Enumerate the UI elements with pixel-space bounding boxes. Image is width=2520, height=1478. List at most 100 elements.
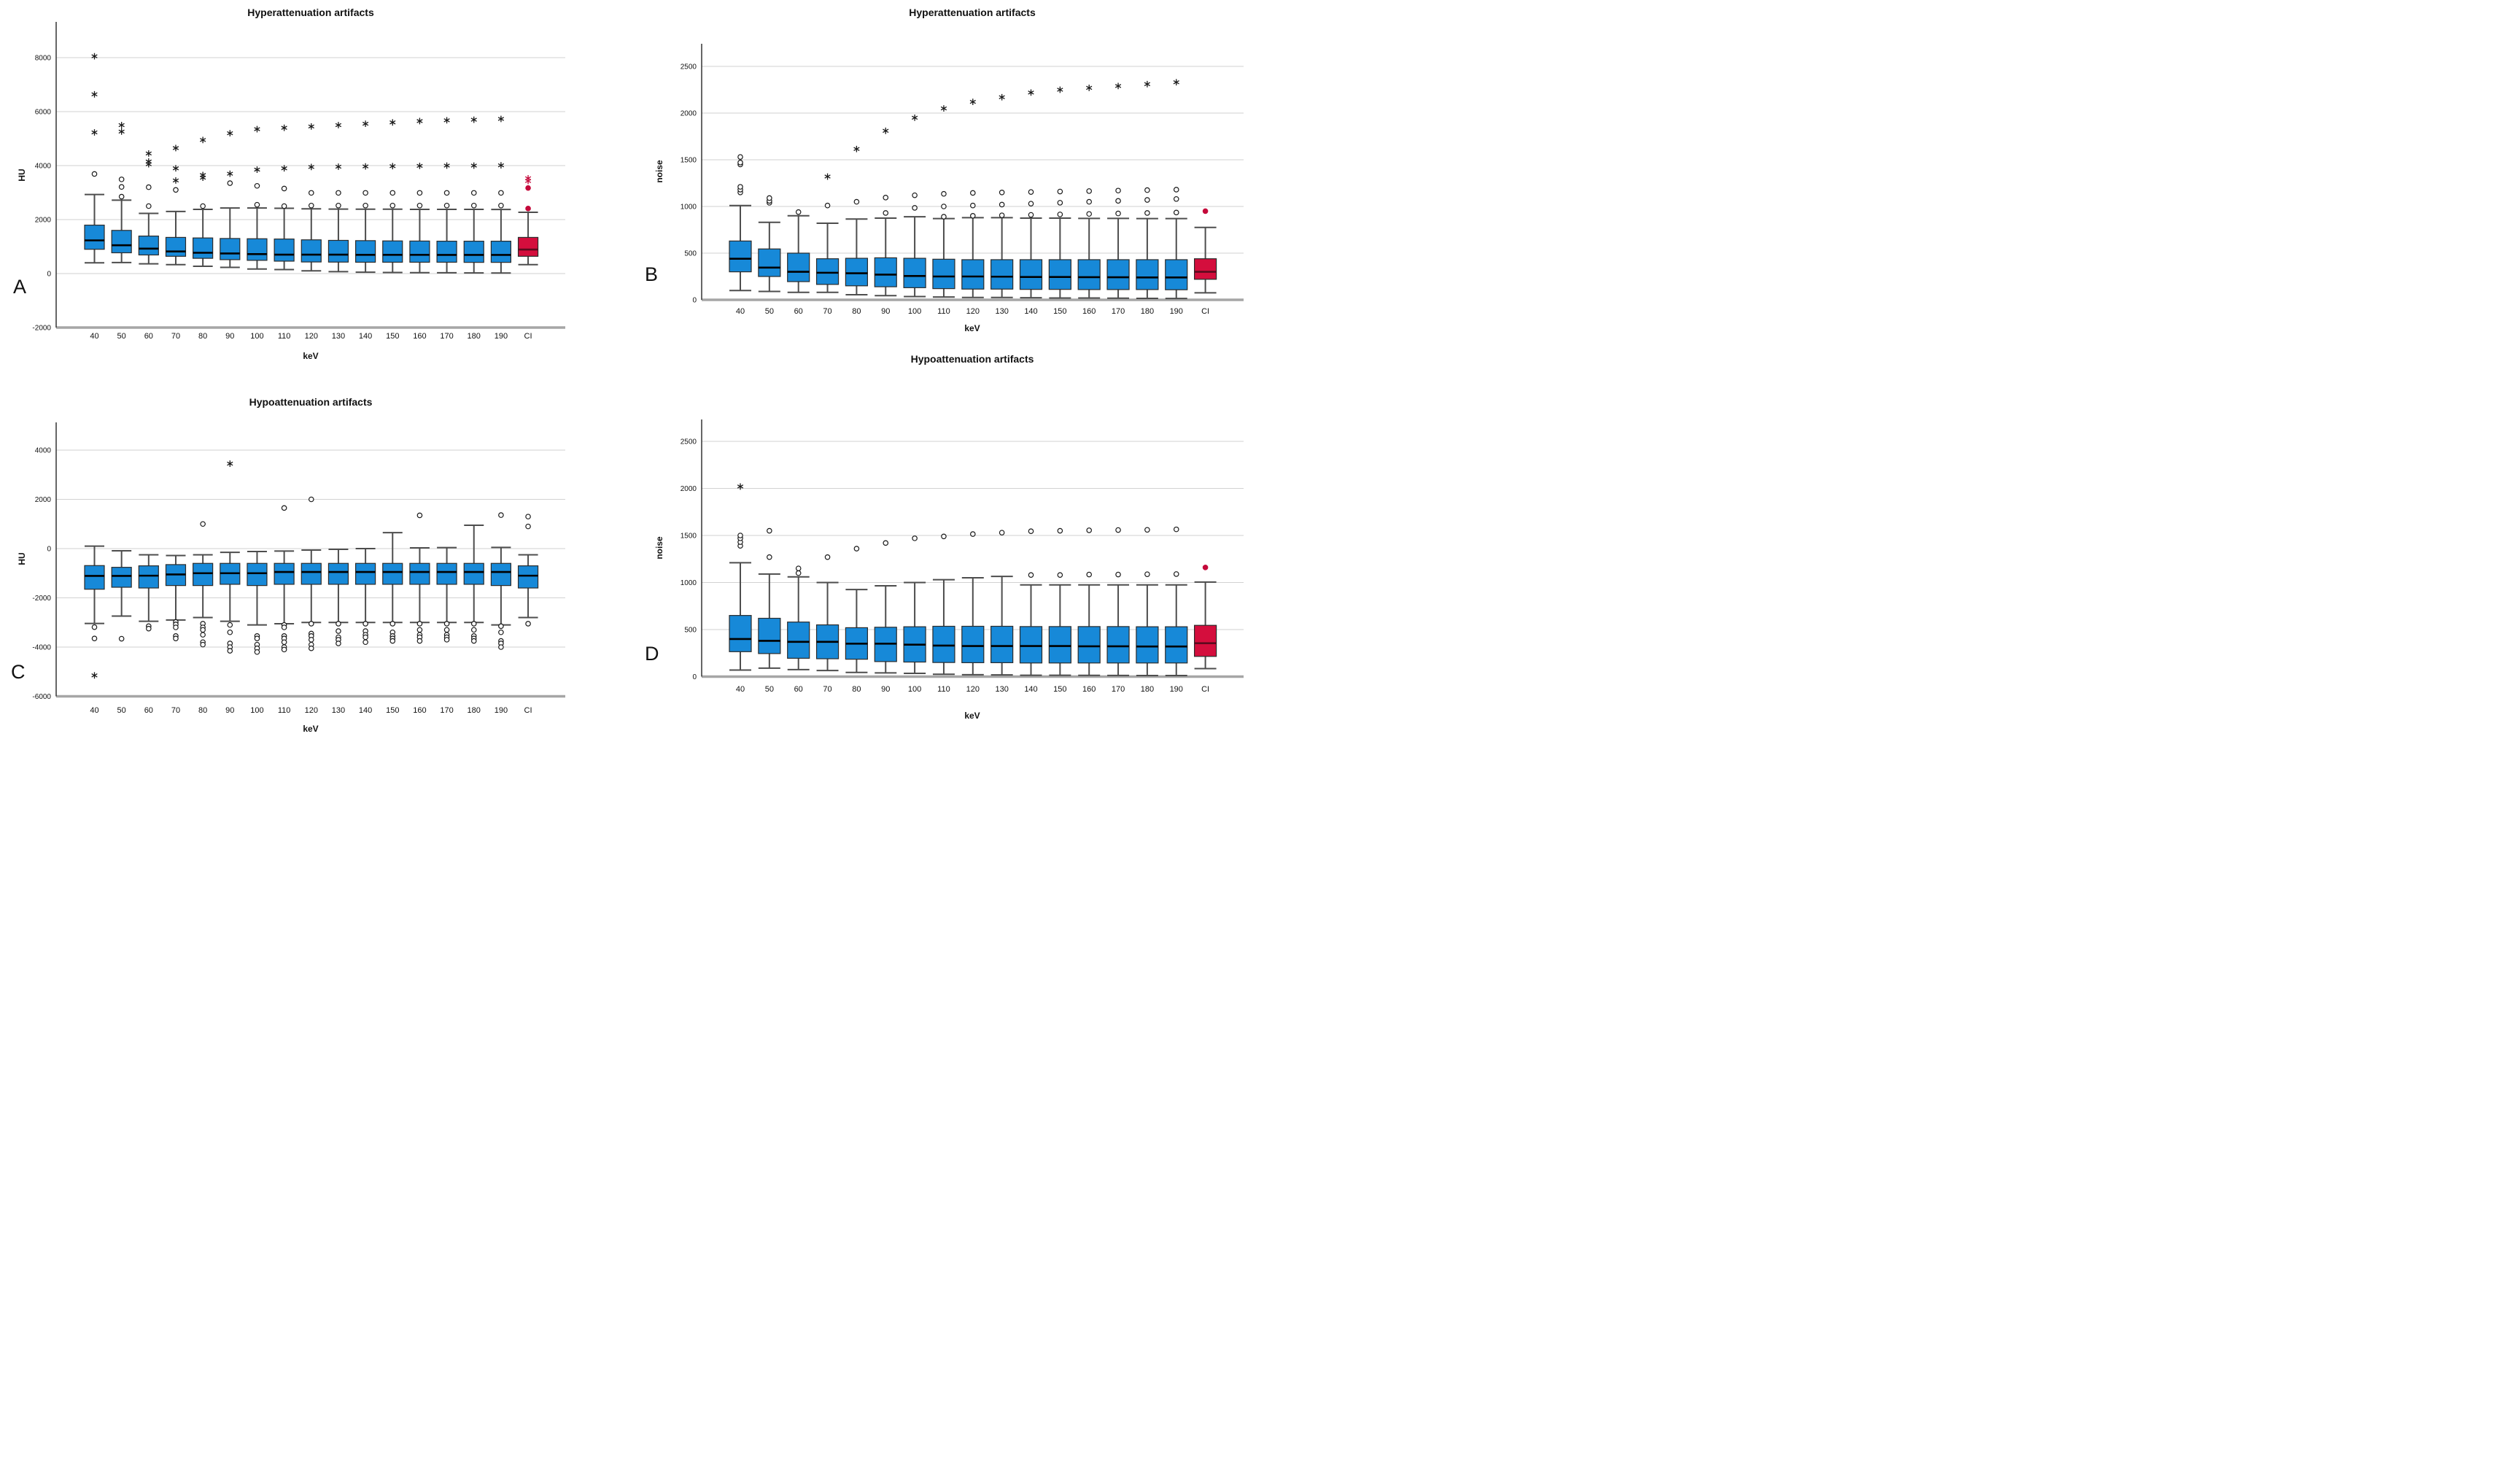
y-tick-label: 4000 xyxy=(35,163,52,171)
outlier-circle-marker xyxy=(91,624,98,630)
box-a-170: 170 xyxy=(436,117,457,341)
extreme-asterisk-marker xyxy=(281,165,287,172)
x-category-label: 120 xyxy=(305,332,318,341)
outlier-circle-marker xyxy=(308,202,314,209)
outlier-circle-marker xyxy=(281,624,287,630)
x-category-label: 180 xyxy=(468,332,481,341)
iqr-box xyxy=(1106,626,1130,664)
y-tick-label: 6000 xyxy=(35,109,52,117)
box-c-160: 160 xyxy=(409,512,430,715)
iqr-box xyxy=(1048,259,1071,290)
iqr-box xyxy=(327,239,349,263)
y-axis-label: noise xyxy=(654,536,664,560)
outlier-circle-marker xyxy=(824,202,831,209)
extreme-asterisk-marker xyxy=(1086,85,1093,91)
box-d-110: 110 xyxy=(932,533,955,694)
outlier-circle-marker xyxy=(254,635,260,641)
panel-letter: C xyxy=(11,661,26,683)
box-b-180: 180 xyxy=(1136,80,1159,316)
x-category-label: 180 xyxy=(468,706,481,715)
box-a-180: 180 xyxy=(463,116,484,341)
outlier-circle-marker xyxy=(1115,187,1121,194)
outlier-circle-marker xyxy=(1144,527,1150,533)
outlier-circle-marker xyxy=(118,193,125,200)
box-b-90: 90 xyxy=(874,127,897,316)
outlier-circle-marker xyxy=(91,635,98,641)
y-tick-label: -2000 xyxy=(32,325,51,333)
x-category-label: 170 xyxy=(1112,307,1125,316)
outlier-circle-marker xyxy=(824,554,831,560)
outlier-circle-marker xyxy=(1086,198,1093,205)
outlier-circle-marker xyxy=(308,645,314,651)
extreme-asterisk-marker xyxy=(497,115,505,123)
iqr-box xyxy=(729,615,752,652)
outlier-circle-marker xyxy=(1086,188,1093,194)
outlier-circle-marker xyxy=(737,184,743,190)
x-category-label: 170 xyxy=(440,706,453,715)
x-category-label: 110 xyxy=(937,307,950,316)
iqr-box xyxy=(301,239,322,263)
outlier-circle-marker xyxy=(1173,209,1179,216)
outlier-circle-marker xyxy=(999,212,1005,218)
outlier-circle-marker xyxy=(336,621,341,627)
extreme-asterisk-marker xyxy=(145,158,152,165)
extreme-asterisk-marker xyxy=(999,93,1005,101)
y-tick-label: 0 xyxy=(47,546,51,554)
box-b-40: 40 xyxy=(729,154,752,316)
outlier-circle-marker xyxy=(118,184,125,190)
outlier-circle-marker xyxy=(767,554,772,560)
iqr-box xyxy=(463,562,484,585)
box-b-CI: CI xyxy=(1193,208,1217,316)
outlier-circle-marker xyxy=(118,177,125,182)
outlier-circle-marker xyxy=(200,521,206,527)
iqr-box xyxy=(355,562,376,585)
x-axis-label: keV xyxy=(303,351,318,361)
outlier-circle-marker xyxy=(941,204,947,209)
iqr-box xyxy=(1019,626,1043,664)
y-axis-label: noise xyxy=(654,160,664,183)
outlier-circle-marker xyxy=(416,627,423,633)
outlier-circle-marker xyxy=(91,171,98,177)
x-category-label: 150 xyxy=(386,332,399,341)
outlier-circle-marker xyxy=(389,621,396,627)
x-category-label: CI xyxy=(524,706,532,715)
iqr-box xyxy=(138,235,159,256)
iqr-box xyxy=(729,240,752,273)
y-tick-label: 2500 xyxy=(681,438,697,446)
outlier-circle-marker xyxy=(525,621,531,627)
iqr-box xyxy=(490,562,512,587)
box-d-190: 190 xyxy=(1165,526,1188,694)
extreme-asterisk-marker xyxy=(254,125,260,133)
outlier-circle-marker xyxy=(498,512,504,518)
box-b-100: 100 xyxy=(903,115,926,316)
outlier-circle-marker xyxy=(1115,571,1121,578)
outlier-circle-marker xyxy=(498,629,504,635)
outlier-circle-marker xyxy=(498,190,504,196)
iqr-box xyxy=(903,258,926,288)
x-category-label: 140 xyxy=(359,332,372,341)
panel-letter: D xyxy=(645,643,659,665)
outlier-circle-marker xyxy=(1086,527,1093,533)
iqr-box xyxy=(111,567,132,588)
outlier-circle-marker xyxy=(336,641,341,646)
panel-title: Hypoattenuation artifacts xyxy=(911,353,1034,365)
box-a-100: 100 xyxy=(247,125,268,341)
iqr-box xyxy=(247,562,268,587)
box-b-80: 80 xyxy=(845,145,869,316)
outlier-circle-marker xyxy=(1086,211,1093,217)
outlier-circle-marker xyxy=(941,214,947,220)
iqr-box xyxy=(517,236,539,257)
extreme-asterisk-marker xyxy=(1057,86,1063,93)
outlier-circle-marker xyxy=(146,203,152,209)
box-c-60: 60 xyxy=(138,554,159,715)
box-b-110: 110 xyxy=(932,105,955,316)
iqr-box xyxy=(193,562,214,587)
iqr-box xyxy=(84,565,105,590)
iqr-box xyxy=(382,240,403,263)
outlier-circle-marker xyxy=(737,154,743,160)
outlier-circle-marker xyxy=(173,187,179,193)
outlier-circle-marker xyxy=(254,649,260,655)
extreme-asterisk-marker xyxy=(737,483,744,490)
outlier-circle-marker xyxy=(1115,527,1121,533)
